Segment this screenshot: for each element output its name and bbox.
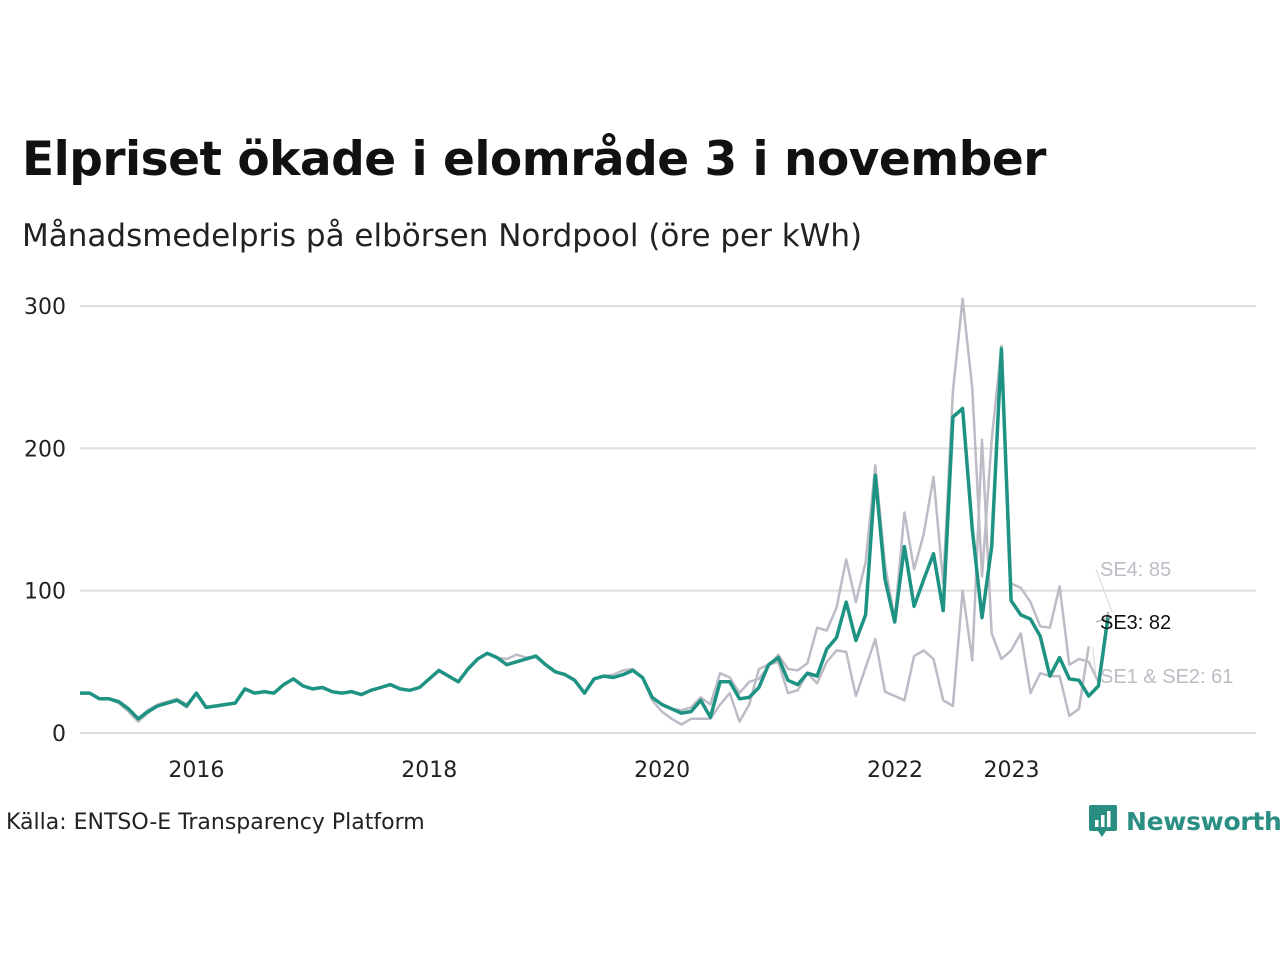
- leader-line-se1-se2: [1092, 646, 1097, 677]
- chart-title: Elpriset ökade i elområde 3 i november: [22, 132, 1046, 187]
- series-line-se4: [80, 297, 1110, 721]
- y-tick-label: 0: [52, 722, 66, 747]
- annotation-se3: SE3: 82: [1100, 612, 1171, 634]
- source-note: Källa: ENTSO-E Transparency Platform: [6, 810, 425, 835]
- chart-subtitle: Månadsmedelpris på elbörsen Nordpool (ör…: [22, 218, 863, 254]
- annotation-se1-se2: SE1 & SE2: 61: [1100, 666, 1233, 688]
- x-tick-label: 2022: [867, 758, 923, 783]
- leader-line-se4: [1095, 568, 1113, 613]
- x-tick-label: 2023: [983, 758, 1039, 783]
- leader-line-se3: [1095, 615, 1113, 623]
- brand-name: Newsworthy: [1126, 806, 1280, 836]
- x-axis: 2016 2018 2020 2022 2023: [168, 758, 1039, 783]
- series-lines: [80, 297, 1110, 726]
- y-tick-label: 200: [24, 437, 66, 462]
- gridlines: [80, 305, 1256, 734]
- newsworthy-logo-icon: [1089, 805, 1117, 837]
- y-tick-label: 300: [24, 295, 66, 320]
- y-axis: 0 100 200 300: [24, 295, 66, 747]
- annotation-se4: SE4: 85: [1100, 559, 1171, 581]
- x-tick-label: 2020: [634, 758, 690, 783]
- y-tick-label: 100: [24, 580, 66, 605]
- x-tick-label: 2018: [401, 758, 457, 783]
- series-line-se3: [80, 346, 1110, 721]
- x-tick-label: 2016: [168, 758, 224, 783]
- brand-logo: Newsworthy: [1088, 803, 1280, 839]
- series-annotations: SE3: 82 SE4: 85 SE1 & SE2: 61: [1092, 559, 1233, 688]
